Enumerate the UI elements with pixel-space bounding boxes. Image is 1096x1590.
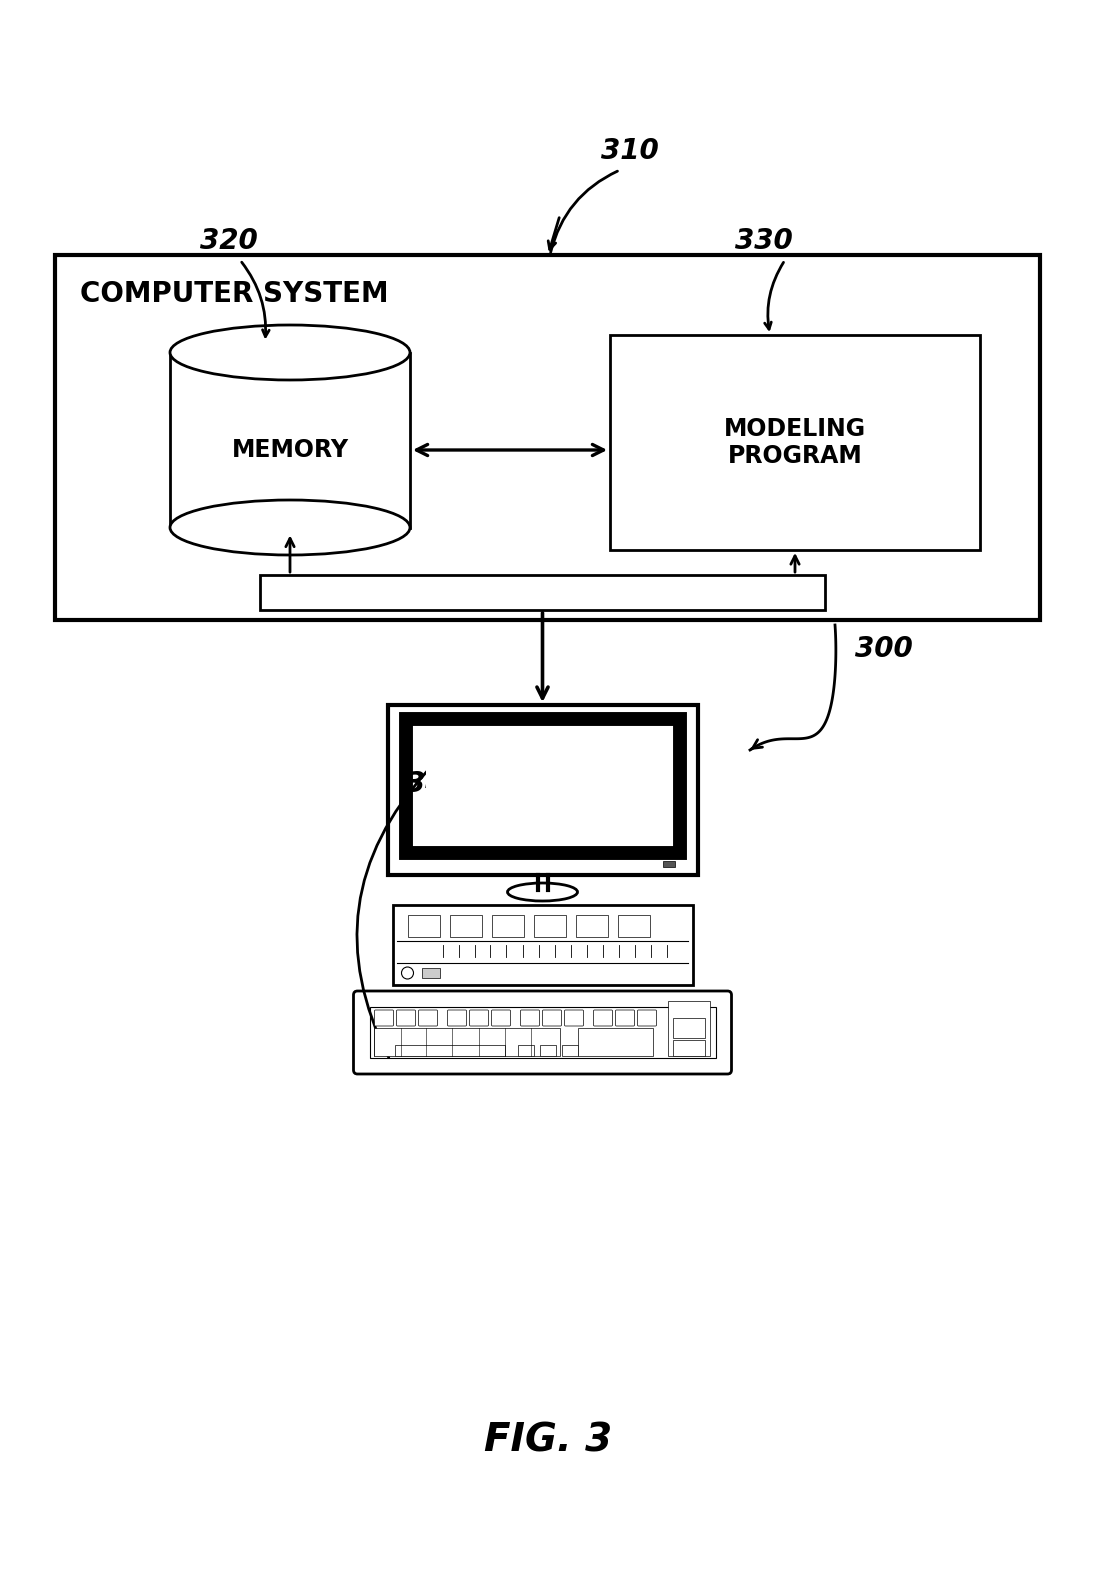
Bar bbox=[422, 968, 441, 978]
Bar bbox=[534, 914, 566, 937]
Bar bbox=[491, 914, 524, 937]
FancyBboxPatch shape bbox=[638, 1010, 657, 1026]
Bar bbox=[539, 1045, 556, 1056]
Ellipse shape bbox=[170, 324, 410, 380]
FancyBboxPatch shape bbox=[521, 1010, 539, 1026]
Bar bbox=[561, 1045, 578, 1056]
FancyBboxPatch shape bbox=[354, 991, 731, 1073]
Bar bbox=[408, 914, 439, 937]
Bar bbox=[260, 576, 825, 611]
FancyBboxPatch shape bbox=[616, 1010, 635, 1026]
Bar bbox=[617, 914, 650, 937]
FancyBboxPatch shape bbox=[375, 1010, 393, 1026]
Text: FIG. 3: FIG. 3 bbox=[484, 1421, 612, 1460]
Text: 310: 310 bbox=[601, 137, 659, 165]
Bar bbox=[406, 719, 680, 854]
Circle shape bbox=[401, 967, 413, 979]
Bar bbox=[375, 1029, 559, 1056]
FancyBboxPatch shape bbox=[491, 1010, 511, 1026]
Text: 340: 340 bbox=[407, 770, 464, 798]
Bar bbox=[673, 1018, 705, 1038]
Bar bbox=[55, 254, 1040, 620]
Bar bbox=[578, 1029, 652, 1056]
Bar bbox=[610, 335, 980, 550]
FancyBboxPatch shape bbox=[469, 1010, 489, 1026]
FancyBboxPatch shape bbox=[594, 1010, 613, 1026]
Bar bbox=[170, 353, 410, 528]
Bar bbox=[396, 1045, 505, 1056]
Bar bbox=[392, 905, 693, 984]
Text: COMPUTER SYSTEM: COMPUTER SYSTEM bbox=[80, 280, 389, 308]
Text: 320: 320 bbox=[199, 227, 258, 254]
Ellipse shape bbox=[507, 882, 578, 902]
Bar bbox=[517, 1045, 534, 1056]
Ellipse shape bbox=[170, 499, 410, 555]
Bar bbox=[369, 1006, 716, 1057]
Bar bbox=[662, 862, 674, 867]
Text: MEMORY: MEMORY bbox=[231, 437, 349, 463]
FancyBboxPatch shape bbox=[397, 1010, 415, 1026]
Text: 300: 300 bbox=[855, 634, 913, 663]
Bar bbox=[425, 736, 660, 836]
Text: 330: 330 bbox=[735, 227, 792, 254]
Bar bbox=[449, 914, 481, 937]
Bar bbox=[667, 1002, 709, 1056]
Bar bbox=[388, 704, 697, 874]
FancyBboxPatch shape bbox=[447, 1010, 467, 1026]
FancyBboxPatch shape bbox=[543, 1010, 561, 1026]
FancyBboxPatch shape bbox=[419, 1010, 437, 1026]
Bar bbox=[673, 1040, 705, 1056]
FancyBboxPatch shape bbox=[564, 1010, 583, 1026]
Bar bbox=[575, 914, 607, 937]
Text: MODELING
PROGRAM: MODELING PROGRAM bbox=[724, 417, 866, 469]
